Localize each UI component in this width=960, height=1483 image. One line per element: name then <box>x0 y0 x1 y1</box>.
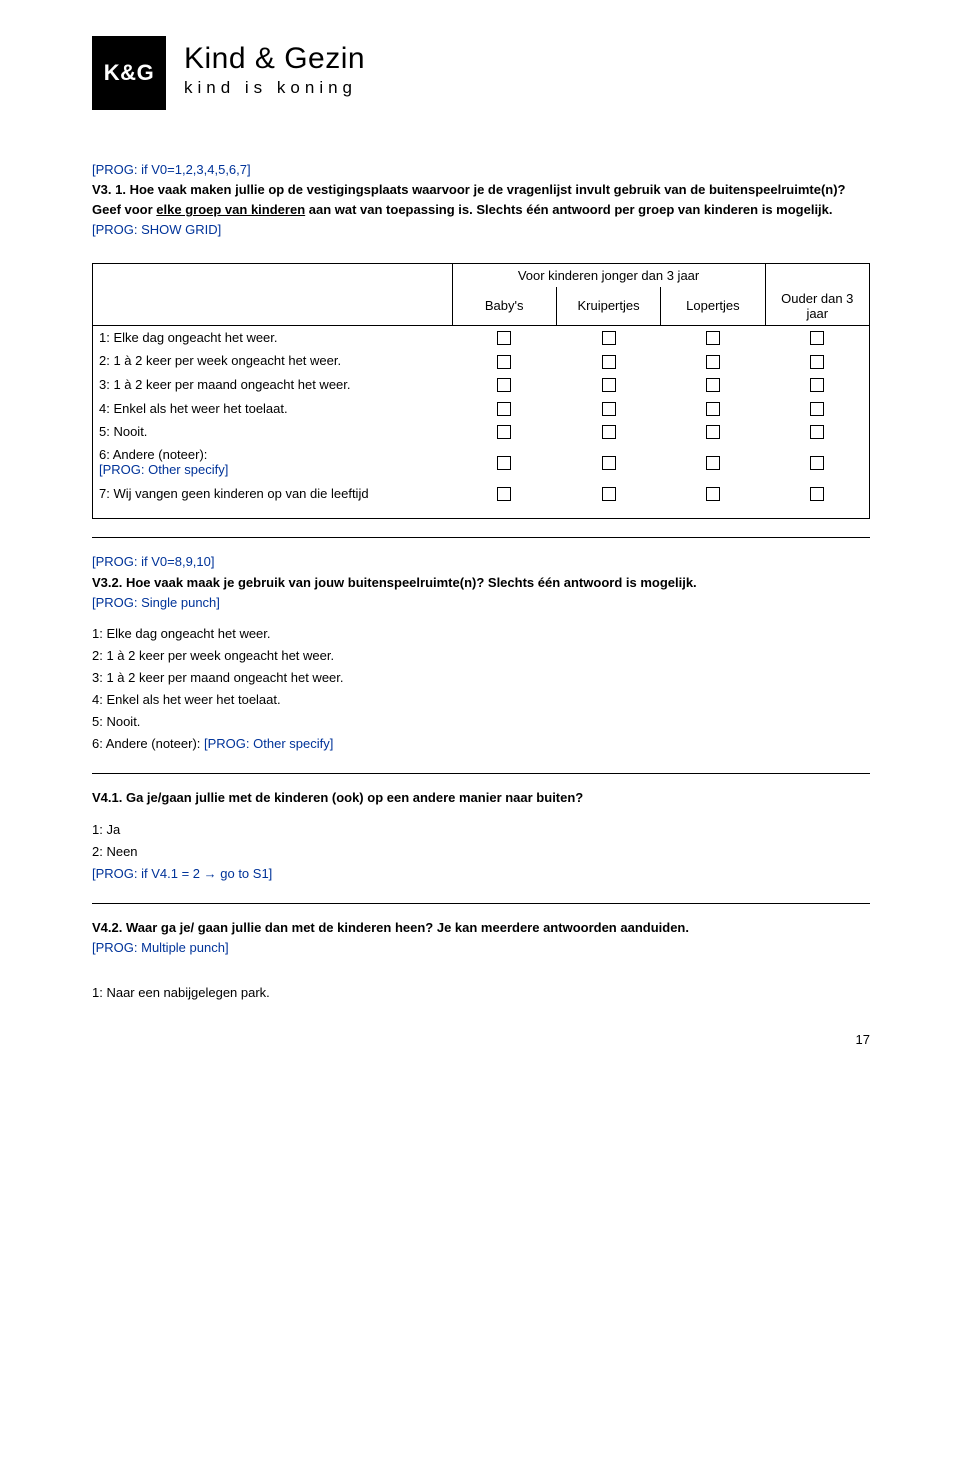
checkbox[interactable] <box>810 487 824 501</box>
document-page: K&G Kind & Gezin kind is koning [PROG: i… <box>0 0 960 1077</box>
checkbox[interactable] <box>602 456 616 470</box>
option-item: 4: Enkel als het weer het toelaat. <box>92 689 870 711</box>
grid-col-header: Lopertjes <box>661 287 765 326</box>
prog-directive: [PROG: Other specify] <box>99 462 228 477</box>
option-item: 6: Andere (noteer): [PROG: Other specify… <box>92 733 870 755</box>
answer-grid: Voor kinderen jonger dan 3 jaar Baby's K… <box>92 263 870 520</box>
prog-directive: [PROG: if V0=8,9,10] <box>92 552 870 572</box>
grid-row-label: 2: 1 à 2 keer per week ongeacht het weer… <box>93 349 453 373</box>
grid-row-label: 6: Andere (noteer): [PROG: Other specify… <box>93 443 453 481</box>
question-v4-1: V4.1. Ga je/gaan jullie met de kinderen … <box>92 788 870 808</box>
divider <box>92 537 870 538</box>
grid-row-label: 3: 1 à 2 keer per maand ongeacht het wee… <box>93 373 453 397</box>
grid-col-header: Baby's <box>452 287 556 326</box>
checkbox[interactable] <box>706 402 720 416</box>
checkbox[interactable] <box>810 331 824 345</box>
logo-title: Kind & Gezin <box>184 42 365 76</box>
option-item: 1: Ja <box>92 819 870 841</box>
checkbox[interactable] <box>602 402 616 416</box>
logo-mark: K&G <box>92 36 166 110</box>
question-text-emph: elke groep van kinderen <box>156 202 305 217</box>
grid-span-header: Voor kinderen jonger dan 3 jaar <box>452 263 765 287</box>
divider <box>92 773 870 774</box>
checkbox[interactable] <box>602 331 616 345</box>
checkbox[interactable] <box>497 425 511 439</box>
checkbox[interactable] <box>810 402 824 416</box>
question-text: V4.1. Ga je/gaan jullie met de kinderen … <box>92 788 870 808</box>
grid-col-header: Ouder dan 3 jaar <box>765 287 869 326</box>
grid-row-label: 5: Nooit. <box>93 420 453 444</box>
option-list: 1: Ja 2: Neen [PROG: if V4.1 = 2 → go to… <box>92 819 870 885</box>
grid-row-label: 1: Elke dag ongeacht het weer. <box>93 325 453 349</box>
checkbox[interactable] <box>497 378 511 392</box>
checkbox[interactable] <box>810 378 824 392</box>
page-number: 17 <box>92 1032 870 1047</box>
grid-row-label: 7: Wij vangen geen kinderen op van die l… <box>93 481 453 505</box>
option-item: 3: 1 à 2 keer per maand ongeacht het wee… <box>92 667 870 689</box>
option-item: 1: Naar een nabijgelegen park. <box>92 982 870 1004</box>
checkbox[interactable] <box>497 402 511 416</box>
prog-directive: [PROG: Single punch] <box>92 593 870 613</box>
checkbox[interactable] <box>497 331 511 345</box>
grid-row-label: 4: Enkel als het weer het toelaat. <box>93 396 453 420</box>
grid-row-text: 6: Andere (noteer): <box>99 447 207 462</box>
checkbox[interactable] <box>706 487 720 501</box>
question-v3-2: [PROG: if V0=8,9,10] V3.2. Hoe vaak maak… <box>92 552 870 612</box>
prog-directive: [PROG: Other specify] <box>204 736 333 751</box>
option-list: 1: Elke dag ongeacht het weer. 2: 1 à 2 … <box>92 623 870 756</box>
checkbox[interactable] <box>602 425 616 439</box>
checkbox[interactable] <box>602 487 616 501</box>
option-list: 1: Naar een nabijgelegen park. <box>92 982 870 1004</box>
question-text: V4.2. Waar ga je/ gaan jullie dan met de… <box>92 918 870 938</box>
prog-directive: [PROG: Multiple punch] <box>92 938 870 958</box>
question-v3-1: [PROG: if V0=1,2,3,4,5,6,7] V3. 1. Hoe v… <box>92 160 870 241</box>
logo-subtitle: kind is koning <box>184 78 365 98</box>
checkbox[interactable] <box>706 378 720 392</box>
divider <box>92 903 870 904</box>
question-text: V3.2. Hoe vaak maak je gebruik van jouw … <box>92 573 870 593</box>
option-item: 2: Neen <box>92 841 870 863</box>
checkbox[interactable] <box>810 456 824 470</box>
checkbox[interactable] <box>706 456 720 470</box>
checkbox[interactable] <box>706 331 720 345</box>
logo-header: K&G Kind & Gezin kind is koning <box>92 36 870 110</box>
checkbox[interactable] <box>497 355 511 369</box>
option-item: 2: 1 à 2 keer per week ongeacht het weer… <box>92 645 870 667</box>
grid-col-header: Kruipertjes <box>556 287 660 326</box>
checkbox[interactable] <box>497 487 511 501</box>
checkbox[interactable] <box>810 355 824 369</box>
checkbox[interactable] <box>602 355 616 369</box>
checkbox[interactable] <box>602 378 616 392</box>
logo-text: Kind & Gezin kind is koning <box>184 36 365 98</box>
question-text-tail: aan wat van toepassing is. Slechts één a… <box>305 202 832 217</box>
checkbox[interactable] <box>706 355 720 369</box>
option-item: 5: Nooit. <box>92 711 870 733</box>
prog-directive: [PROG: if V0=1,2,3,4,5,6,7] <box>92 160 870 180</box>
prog-directive: [PROG: if V4.1 = 2 → go to S1] <box>92 863 870 885</box>
option-item: 1: Elke dag ongeacht het weer. <box>92 623 870 645</box>
option-text: 6: Andere (noteer): <box>92 736 204 751</box>
question-v4-2: V4.2. Waar ga je/ gaan jullie dan met de… <box>92 918 870 958</box>
checkbox[interactable] <box>706 425 720 439</box>
checkbox[interactable] <box>810 425 824 439</box>
prog-directive: [PROG: SHOW GRID] <box>92 220 870 240</box>
checkbox[interactable] <box>497 456 511 470</box>
